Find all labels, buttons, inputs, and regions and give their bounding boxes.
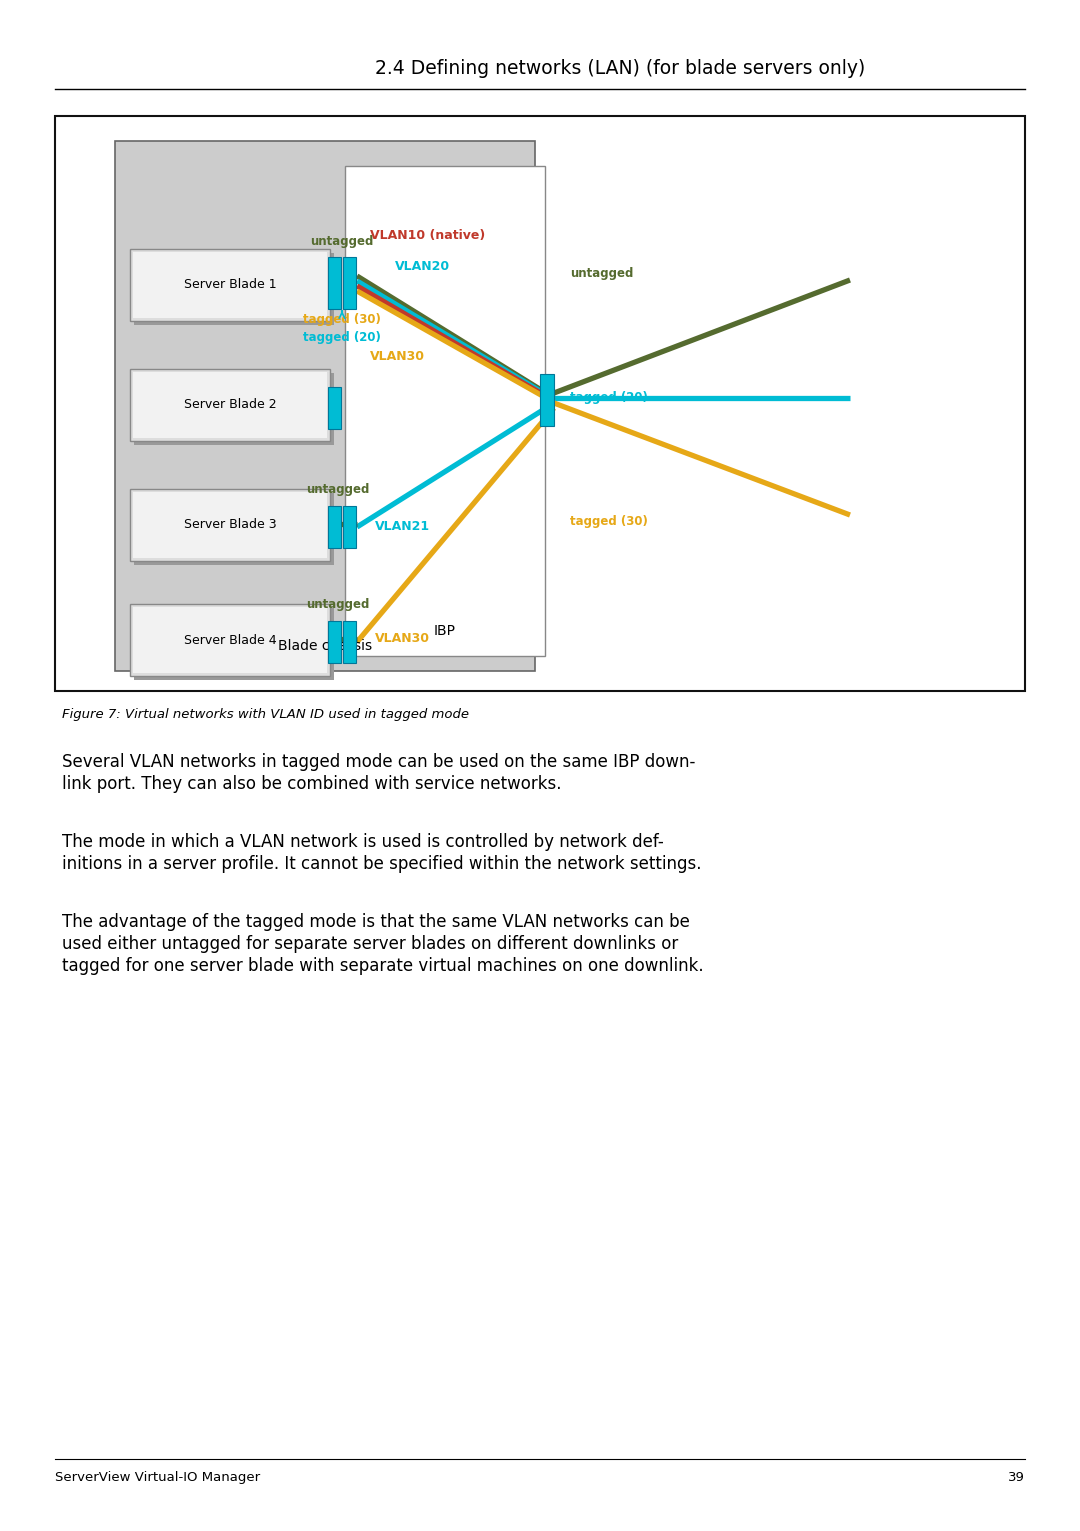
Text: untagged: untagged [307,482,369,496]
Bar [130,250,330,322]
Text: link port. They can also be combined with service networks.: link port. They can also be combined wit… [62,775,562,793]
Bar [328,507,341,548]
Text: tagged (30): tagged (30) [570,514,648,528]
Bar [133,606,327,674]
Text: 2.4 Defining networks (LAN) (for blade servers only): 2.4 Defining networks (LAN) (for blade s… [375,60,865,78]
Bar [130,369,330,441]
Bar [133,491,327,557]
Text: Server Blade 1: Server Blade 1 [184,279,276,291]
Text: untagged: untagged [307,599,369,611]
Text: untagged: untagged [310,234,374,248]
Text: ServerView Virtual-IO Manager: ServerView Virtual-IO Manager [55,1471,260,1484]
Text: VLAN30: VLAN30 [375,631,430,645]
Bar [328,387,341,429]
Text: The mode in which a VLAN network is used is controlled by network def-: The mode in which a VLAN network is used… [62,833,664,851]
Bar [343,622,356,663]
Text: tagged (20): tagged (20) [570,392,648,404]
Text: 39: 39 [1008,1471,1025,1484]
Bar [133,253,327,318]
Text: untagged: untagged [570,266,633,280]
Bar [328,622,341,663]
Bar [134,608,334,680]
Text: Server Blade 2: Server Blade 2 [184,398,276,412]
Text: tagged (20): tagged (20) [303,331,381,344]
Bar [130,488,330,560]
Bar [343,257,356,309]
Bar [540,374,554,426]
Text: VLAN30: VLAN30 [370,349,426,363]
Text: Several VLAN networks in tagged mode can be used on the same IBP down-: Several VLAN networks in tagged mode can… [62,753,696,772]
Bar [55,116,1025,690]
Text: initions in a server profile. It cannot be specified within the network settings: initions in a server profile. It cannot … [62,854,702,873]
Text: Figure 7: Virtual networks with VLAN ID used in tagged mode: Figure 7: Virtual networks with VLAN ID … [62,707,469,721]
Text: VLAN20: VLAN20 [395,259,450,273]
Bar [130,605,330,677]
Bar [328,257,341,309]
Text: tagged for one server blade with separate virtual machines on one downlink.: tagged for one server blade with separat… [62,957,704,975]
Bar [134,253,334,325]
Text: VLAN21: VLAN21 [375,519,430,533]
Text: Server Blade 4: Server Blade 4 [184,634,276,646]
Bar [343,507,356,548]
Bar [134,493,334,565]
Bar [133,372,327,438]
Text: used either untagged for separate server blades on different downlinks or: used either untagged for separate server… [62,935,678,952]
Bar [134,374,334,446]
Text: The advantage of the tagged mode is that the same VLAN networks can be: The advantage of the tagged mode is that… [62,912,690,931]
Text: tagged (30): tagged (30) [303,312,381,326]
Bar [114,141,535,671]
Text: Blade chassis: Blade chassis [278,638,373,654]
Bar [345,165,545,655]
Text: VLAN10 (native): VLAN10 (native) [370,230,485,242]
Text: Server Blade 3: Server Blade 3 [184,519,276,531]
Text: IBP: IBP [434,625,456,638]
